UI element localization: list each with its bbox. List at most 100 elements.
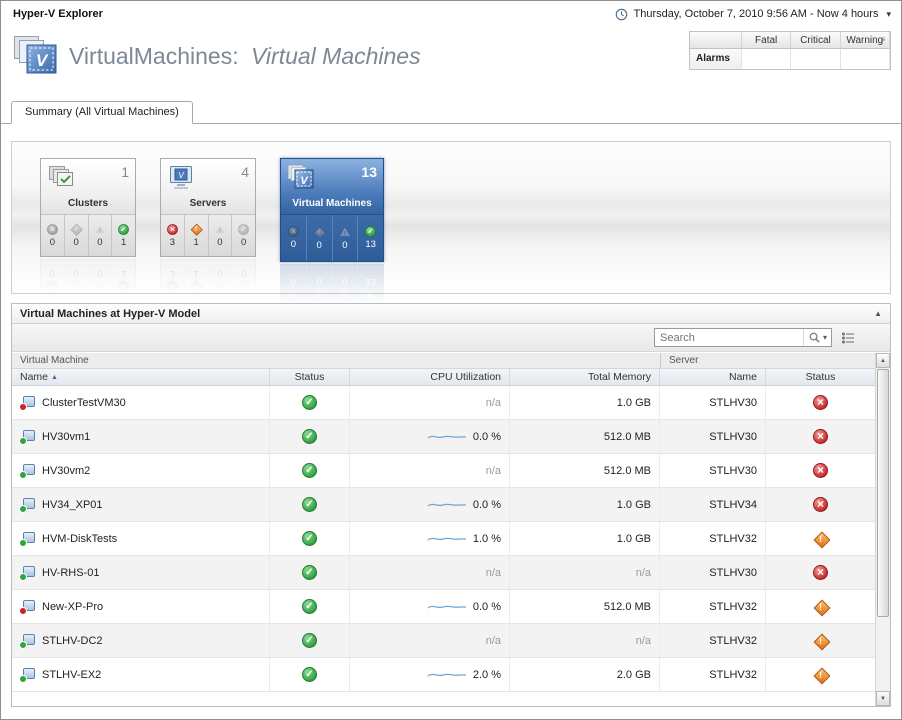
cpu-sparkline [427,503,466,507]
fatal-icon [166,223,178,235]
vm-machine-icon [19,497,36,513]
tile-fatal-counter[interactable]: 0 [281,215,307,261]
table-row[interactable]: New-XP-Pro 0.0 % 512.0 MB STLHV32 [12,590,875,624]
alarms-critical-cell[interactable] [791,49,841,69]
search-icon [809,332,820,343]
server-name: STLHV32 [709,600,757,613]
server-status-cell [766,624,875,657]
vm-name: STLHV-EX2 [42,668,102,681]
table-row[interactable]: HV30vm2 n/a 512.0 MB STLHV30 [12,454,875,488]
time-range-selector[interactable]: Thursday, October 7, 2010 9:56 AM - Now … [615,8,891,21]
vm-machine-icon [19,599,36,615]
vm-status-cell [270,522,350,555]
table-row[interactable]: ClusterTestVM30 n/a 1.0 GB STLHV30 [12,386,875,420]
cpu-cell: 0.0 % [350,590,510,623]
vm-name-cell: STLHV-DC2 [12,624,270,657]
header-name[interactable]: Name ▲ [12,369,270,385]
tile-virtual-machines[interactable]: V 13 Virtual Machines 0 0 0 13 [280,158,384,262]
tile-status-row: 0 0 0 1 [41,215,135,256]
cpu-sparkline [427,537,466,541]
memory-cell: n/a [510,624,660,657]
server-status-cell [766,454,875,487]
collapse-icon[interactable]: ▲ [874,309,882,318]
cpu-cell: 2.0 % [350,658,510,691]
memory-value: n/a [635,566,651,579]
alarms-menu-icon[interactable]: ≡ [880,35,886,44]
table-customizer-icon[interactable] [840,330,856,345]
table-row[interactable]: HV34_XP01 0.0 % 1.0 GB STLHV34 [12,488,875,522]
column-header-row: Name ▲ Status CPU Utilization Total Memo… [12,369,875,386]
tile-normal-counter[interactable]: 13 [358,215,383,261]
scroll-down-icon[interactable]: ▼ [876,691,890,706]
vm-machine-icon [19,395,36,411]
vm-status-icon [302,599,317,614]
header-cpu-utilization[interactable]: CPU Utilization [350,369,510,385]
server-name: STLHV32 [709,532,757,545]
tile-critical-counter[interactable]: 0 [65,215,89,256]
vm-machine-icon [19,531,36,547]
tile-warning-counter[interactable]: 0 [209,215,233,256]
normal-icon [118,223,130,235]
group-server: Server [660,353,875,368]
table-row[interactable]: HVM-DiskTests 1.0 % 1.0 GB STLHV32 [12,522,875,556]
header-server-name[interactable]: Name [660,369,766,385]
memory-value: 512.0 MB [603,464,651,477]
critical-icon [313,226,325,238]
tile-critical-counter[interactable]: 0 [307,215,333,261]
tile-fatal-counter[interactable]: 0 [41,215,65,256]
tile-warning-counter[interactable]: 0 [89,215,113,256]
tab-summary-all-virtual-machines[interactable]: Summary (All Virtual Machines) [11,101,193,124]
tile-normal-counter[interactable]: 1 [112,215,135,256]
cpu-sparkline [427,673,466,677]
cpu-value: 1.0 % [472,532,501,545]
vm-name-cell: ClusterTestVM30 [12,386,270,419]
memory-cell: 1.0 GB [510,488,660,521]
vm-name: HVM-DiskTests [42,532,118,545]
vm-name-cell: New-XP-Pro [12,590,270,623]
tile-critical-counter[interactable]: 1 [185,215,209,256]
virtual-machines-logo-icon: V [13,35,59,80]
table-row[interactable]: STLHV-DC2 n/a n/a STLHV32 [12,624,875,658]
tile-warning-counter[interactable]: 0 [333,215,359,261]
panel-header: Virtual Machines at Hyper-V Model ▲ [12,304,890,324]
sort-asc-icon: ▲ [51,373,58,381]
tile-normal-counter[interactable]: 0 [232,215,255,256]
server-status-icon [813,565,828,580]
servers-icon: V [167,164,197,194]
alarms-fatal-cell[interactable] [742,49,792,69]
server-name-cell: STLHV34 [660,488,766,521]
vm-machine-icon [19,667,36,683]
header-total-memory[interactable]: Total Memory [510,369,660,385]
alarms-warning-cell[interactable] [840,49,890,69]
table-row[interactable]: STLHV-EX2 2.0 % 2.0 GB STLHV32 [12,658,875,692]
warning-icon [339,226,351,238]
tile-fatal-counter[interactable]: 3 [161,215,185,256]
search-input[interactable] [655,331,803,344]
table-row[interactable]: HV-RHS-01 n/a n/a STLHV30 [12,556,875,590]
cpu-cell: 0.0 % [350,420,510,453]
cpu-value: n/a [485,634,501,647]
memory-value: 2.0 GB [616,668,651,681]
time-range-label: Thursday, October 7, 2010 9:56 AM - Now … [633,8,879,20]
header-server-status[interactable]: Status [805,371,836,383]
vertical-scrollbar[interactable]: ▲ ▼ [875,353,890,706]
tile-clusters[interactable]: 1 Clusters 0 0 0 1 [40,158,136,257]
header-status[interactable]: Status [270,369,350,385]
scroll-up-icon[interactable]: ▲ [876,353,890,368]
tile-servers[interactable]: V 4 Servers 3 1 0 0 [160,158,256,257]
vm-status-cell [270,454,350,487]
alarms-header-fatal: Fatal [742,32,792,49]
vm-name: ClusterTestVM30 [42,396,126,409]
alarms-table: Fatal Critical Warning Alarms ≡ [689,31,891,70]
tab-bar: Summary (All Virtual Machines) [1,99,901,124]
scrollbar-thumb[interactable] [877,369,889,617]
table-row[interactable]: HV30vm1 0.0 % 512.0 MB STLHV30 [12,420,875,454]
vm-name-cell: HV30vm1 [12,420,270,453]
vm-status-icon [302,429,317,444]
server-name: STLHV34 [709,498,757,511]
cpu-value: n/a [485,464,501,477]
server-name-cell: STLHV32 [660,522,766,555]
tile-label: Virtual Machines [281,194,383,215]
search-button[interactable]: ▾ [802,329,831,346]
